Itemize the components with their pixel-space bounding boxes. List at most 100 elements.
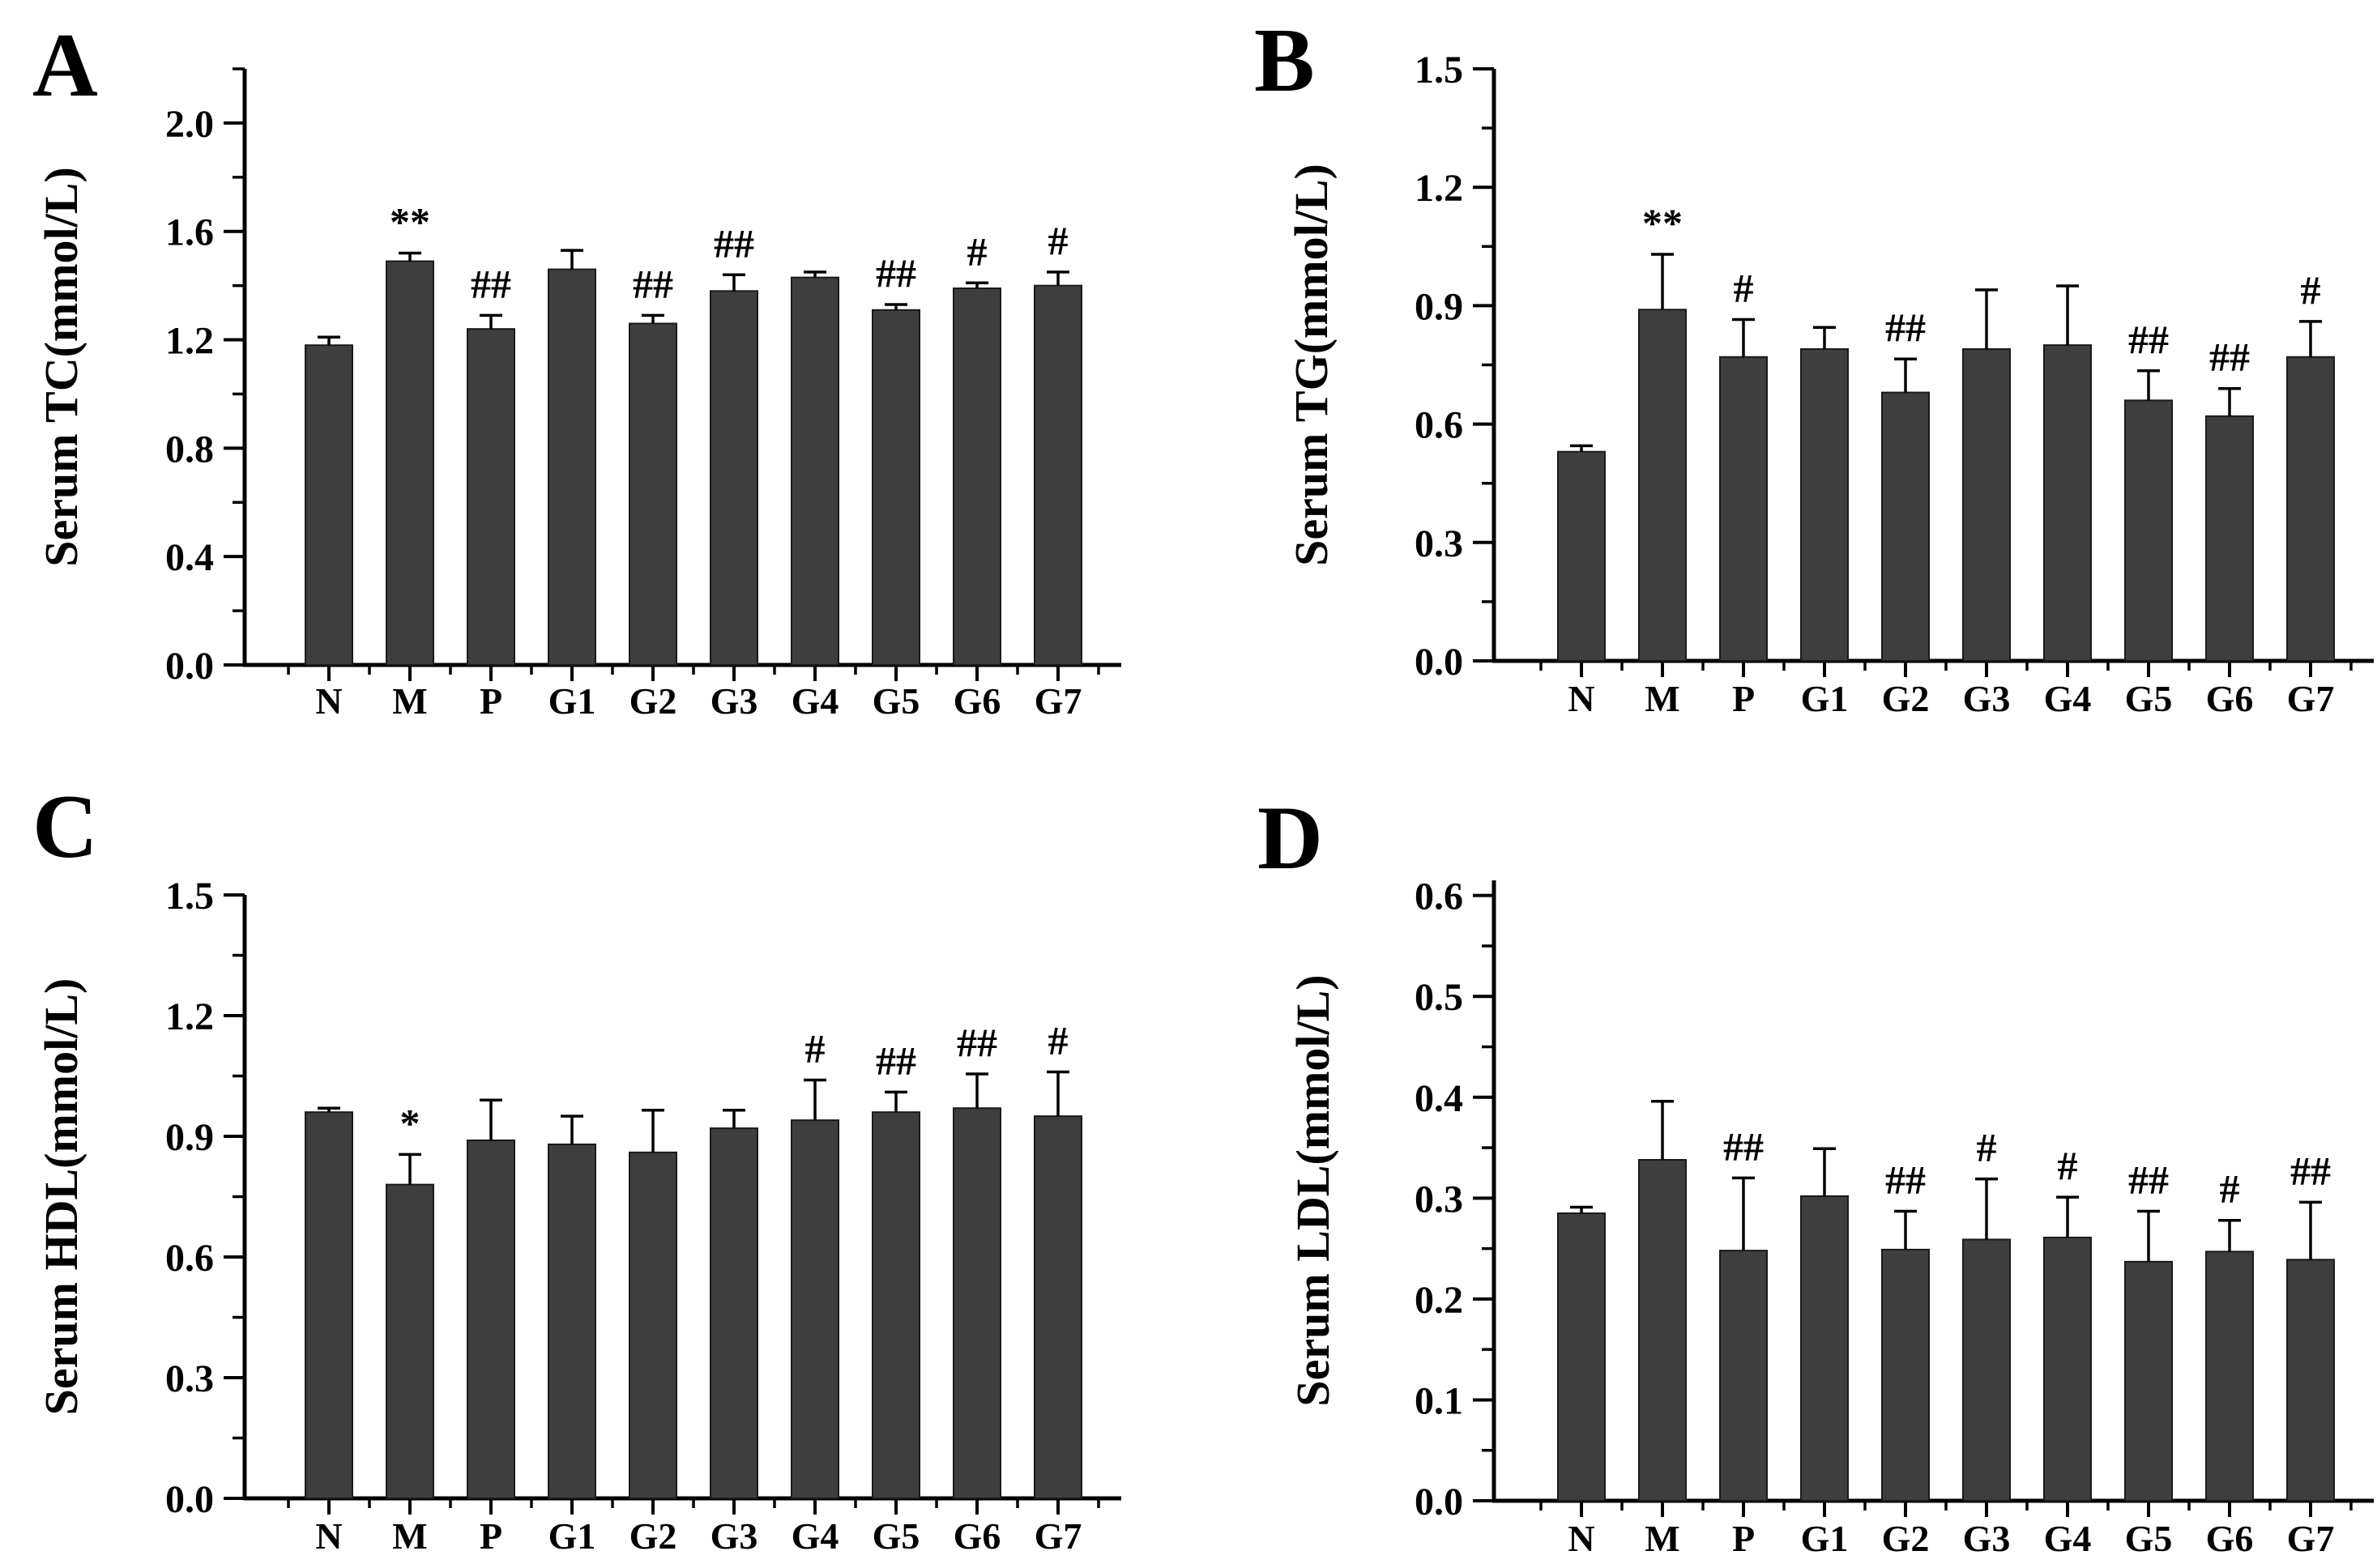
x-category-label: G7 <box>2287 678 2335 719</box>
significance-annotation: ## <box>633 261 673 306</box>
y-tick-label: 0.4 <box>165 536 214 579</box>
bar-G7 <box>2286 1259 2335 1502</box>
significance-annotation: ## <box>714 220 754 266</box>
y-tick-label: 0.3 <box>165 1357 214 1400</box>
significance-annotation: # <box>2220 1166 2240 1212</box>
bar-N <box>305 1111 353 1499</box>
significance-annotation: ** <box>1642 200 1683 245</box>
x-category-label: G4 <box>2044 1518 2092 1559</box>
bar-G5 <box>2124 399 2173 662</box>
bar-G3 <box>1962 1238 2011 1502</box>
significance-annotation: ## <box>1723 1123 1764 1169</box>
y-tick-label: 1.2 <box>1415 167 1463 210</box>
y-axis-title: Serum HDL(mmol/L) <box>35 978 87 1416</box>
x-category-label: M <box>1645 678 1679 719</box>
y-tick-label: 0.0 <box>165 645 214 688</box>
significance-annotation: ## <box>1885 305 1926 350</box>
panel-A: A Serum TC(mmol/L) 0.0 0.4 0.8 1.2 1.6 2.0 N ** M #… <box>32 15 1121 722</box>
panel-letter: D <box>1257 788 1323 888</box>
y-tick-label: 0.6 <box>1415 876 1463 918</box>
y-axis-title: Serum TG(mmol/L) <box>1285 164 1338 566</box>
significance-annotation: ## <box>1885 1157 1926 1203</box>
x-category-label: G5 <box>2125 678 2173 719</box>
x-category-label: G3 <box>1963 678 2011 719</box>
panel-B: B Serum TG(mmol/L) 0.0 0.3 0.6 0.9 1.2 1.5 N ** M #… <box>1254 11 2374 719</box>
significance-annotation: # <box>1734 265 1754 310</box>
y-tick-label: 1.2 <box>165 995 214 1038</box>
bar-G1 <box>548 268 596 666</box>
x-category-label: P <box>1732 1518 1755 1559</box>
x-category-label: G1 <box>1801 678 1849 719</box>
significance-annotation: ## <box>2128 317 2169 362</box>
y-tick-label: 1.6 <box>165 211 214 254</box>
y-tick-label: 0.0 <box>1415 641 1463 684</box>
bar-G2 <box>629 1151 677 1500</box>
significance-annotation: # <box>1977 1125 1997 1170</box>
x-category-label: P <box>480 680 502 722</box>
significance-annotation: ** <box>390 198 430 244</box>
panel-C: C Serum HDL(mmol/L) 0.0 0.3 0.6 0.9 1.2 1.5 N * M P… <box>32 777 1121 1557</box>
x-category-label: G4 <box>792 1515 839 1557</box>
x-category-label: G5 <box>2125 1518 2173 1559</box>
bar-P <box>467 328 515 666</box>
bar-P <box>467 1139 515 1499</box>
bar-M <box>386 260 434 666</box>
x-category-label: G6 <box>954 680 1001 722</box>
bar-N <box>305 344 353 666</box>
x-category-label: G6 <box>2206 1518 2254 1559</box>
x-category-label: G6 <box>954 1515 1001 1557</box>
x-category-label: G7 <box>1035 1515 1082 1557</box>
bar-G1 <box>1800 1195 1849 1502</box>
y-tick-label: 0.9 <box>165 1116 214 1159</box>
x-category-label: G3 <box>1963 1518 2011 1559</box>
y-tick-label: 0.3 <box>1415 1178 1463 1221</box>
significance-annotation: ## <box>957 1020 997 1065</box>
x-category-label: N <box>315 1515 342 1557</box>
bar-M <box>1638 1159 1687 1502</box>
bar-G6 <box>953 1107 1001 1499</box>
x-category-label: G1 <box>548 1515 596 1557</box>
x-category-label: G2 <box>1882 1518 1930 1559</box>
bar-G4 <box>2043 344 2092 662</box>
x-category-label: G1 <box>1801 1518 1849 1559</box>
bar-M <box>386 1183 434 1499</box>
bar-G7 <box>2286 356 2335 662</box>
bar-G2 <box>629 322 677 666</box>
bar-G6 <box>2205 415 2254 662</box>
bar-G7 <box>1034 1115 1082 1499</box>
significance-annotation: # <box>2058 1143 2078 1188</box>
x-category-label: N <box>1568 1518 1594 1559</box>
significance-annotation: ## <box>2290 1148 2331 1193</box>
significance-annotation: ## <box>876 250 916 296</box>
significance-annotation: # <box>805 1025 826 1071</box>
significance-annotation: # <box>1048 218 1069 263</box>
x-category-label: G3 <box>711 680 758 722</box>
bar-G4 <box>2043 1236 2092 1502</box>
significance-annotation: # <box>1048 1018 1069 1063</box>
x-category-label: M <box>392 1515 427 1557</box>
bar-G2 <box>1881 391 1930 662</box>
bar-N <box>1557 450 1606 662</box>
bar-G3 <box>1962 348 2011 662</box>
y-tick-label: 0.3 <box>1415 522 1463 565</box>
x-category-label: N <box>315 680 342 722</box>
x-category-label: M <box>1645 1518 1679 1559</box>
x-category-label: N <box>1568 678 1594 719</box>
significance-annotation: # <box>2301 267 2321 313</box>
y-tick-label: 0.0 <box>165 1478 214 1521</box>
x-category-label: G3 <box>711 1515 758 1557</box>
x-category-label: G1 <box>548 680 596 722</box>
bar-G5 <box>872 1111 920 1499</box>
bar-G4 <box>791 1119 839 1499</box>
significance-annotation: ## <box>471 261 511 306</box>
x-category-label: G7 <box>1035 680 1082 722</box>
y-tick-label: 1.2 <box>165 320 214 363</box>
bar-G5 <box>872 309 920 666</box>
bar-N <box>1557 1212 1606 1502</box>
y-tick-label: 0.4 <box>1415 1077 1463 1120</box>
y-tick-label: 0.6 <box>1415 404 1463 447</box>
x-category-label: G6 <box>2206 678 2254 719</box>
significance-annotation: ## <box>2128 1157 2169 1203</box>
